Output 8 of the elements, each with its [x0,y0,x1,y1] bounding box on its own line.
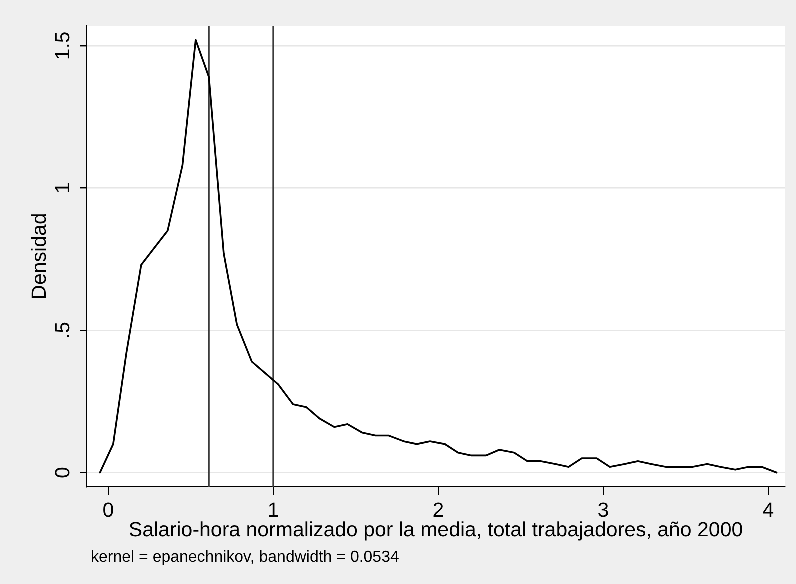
y-tick-label: 0 [51,467,74,478]
y-axis-title: Densidad [28,213,51,300]
x-tick-label: 4 [762,498,774,522]
y-tick-label: 1.5 [51,32,74,60]
y-tick-label: 1 [51,182,74,194]
text: kernel = epanechnikov, bandwidth = 0.0534 [91,549,400,566]
y-tick-label: .5 [51,322,74,340]
x-tick-label: 0 [102,498,114,522]
